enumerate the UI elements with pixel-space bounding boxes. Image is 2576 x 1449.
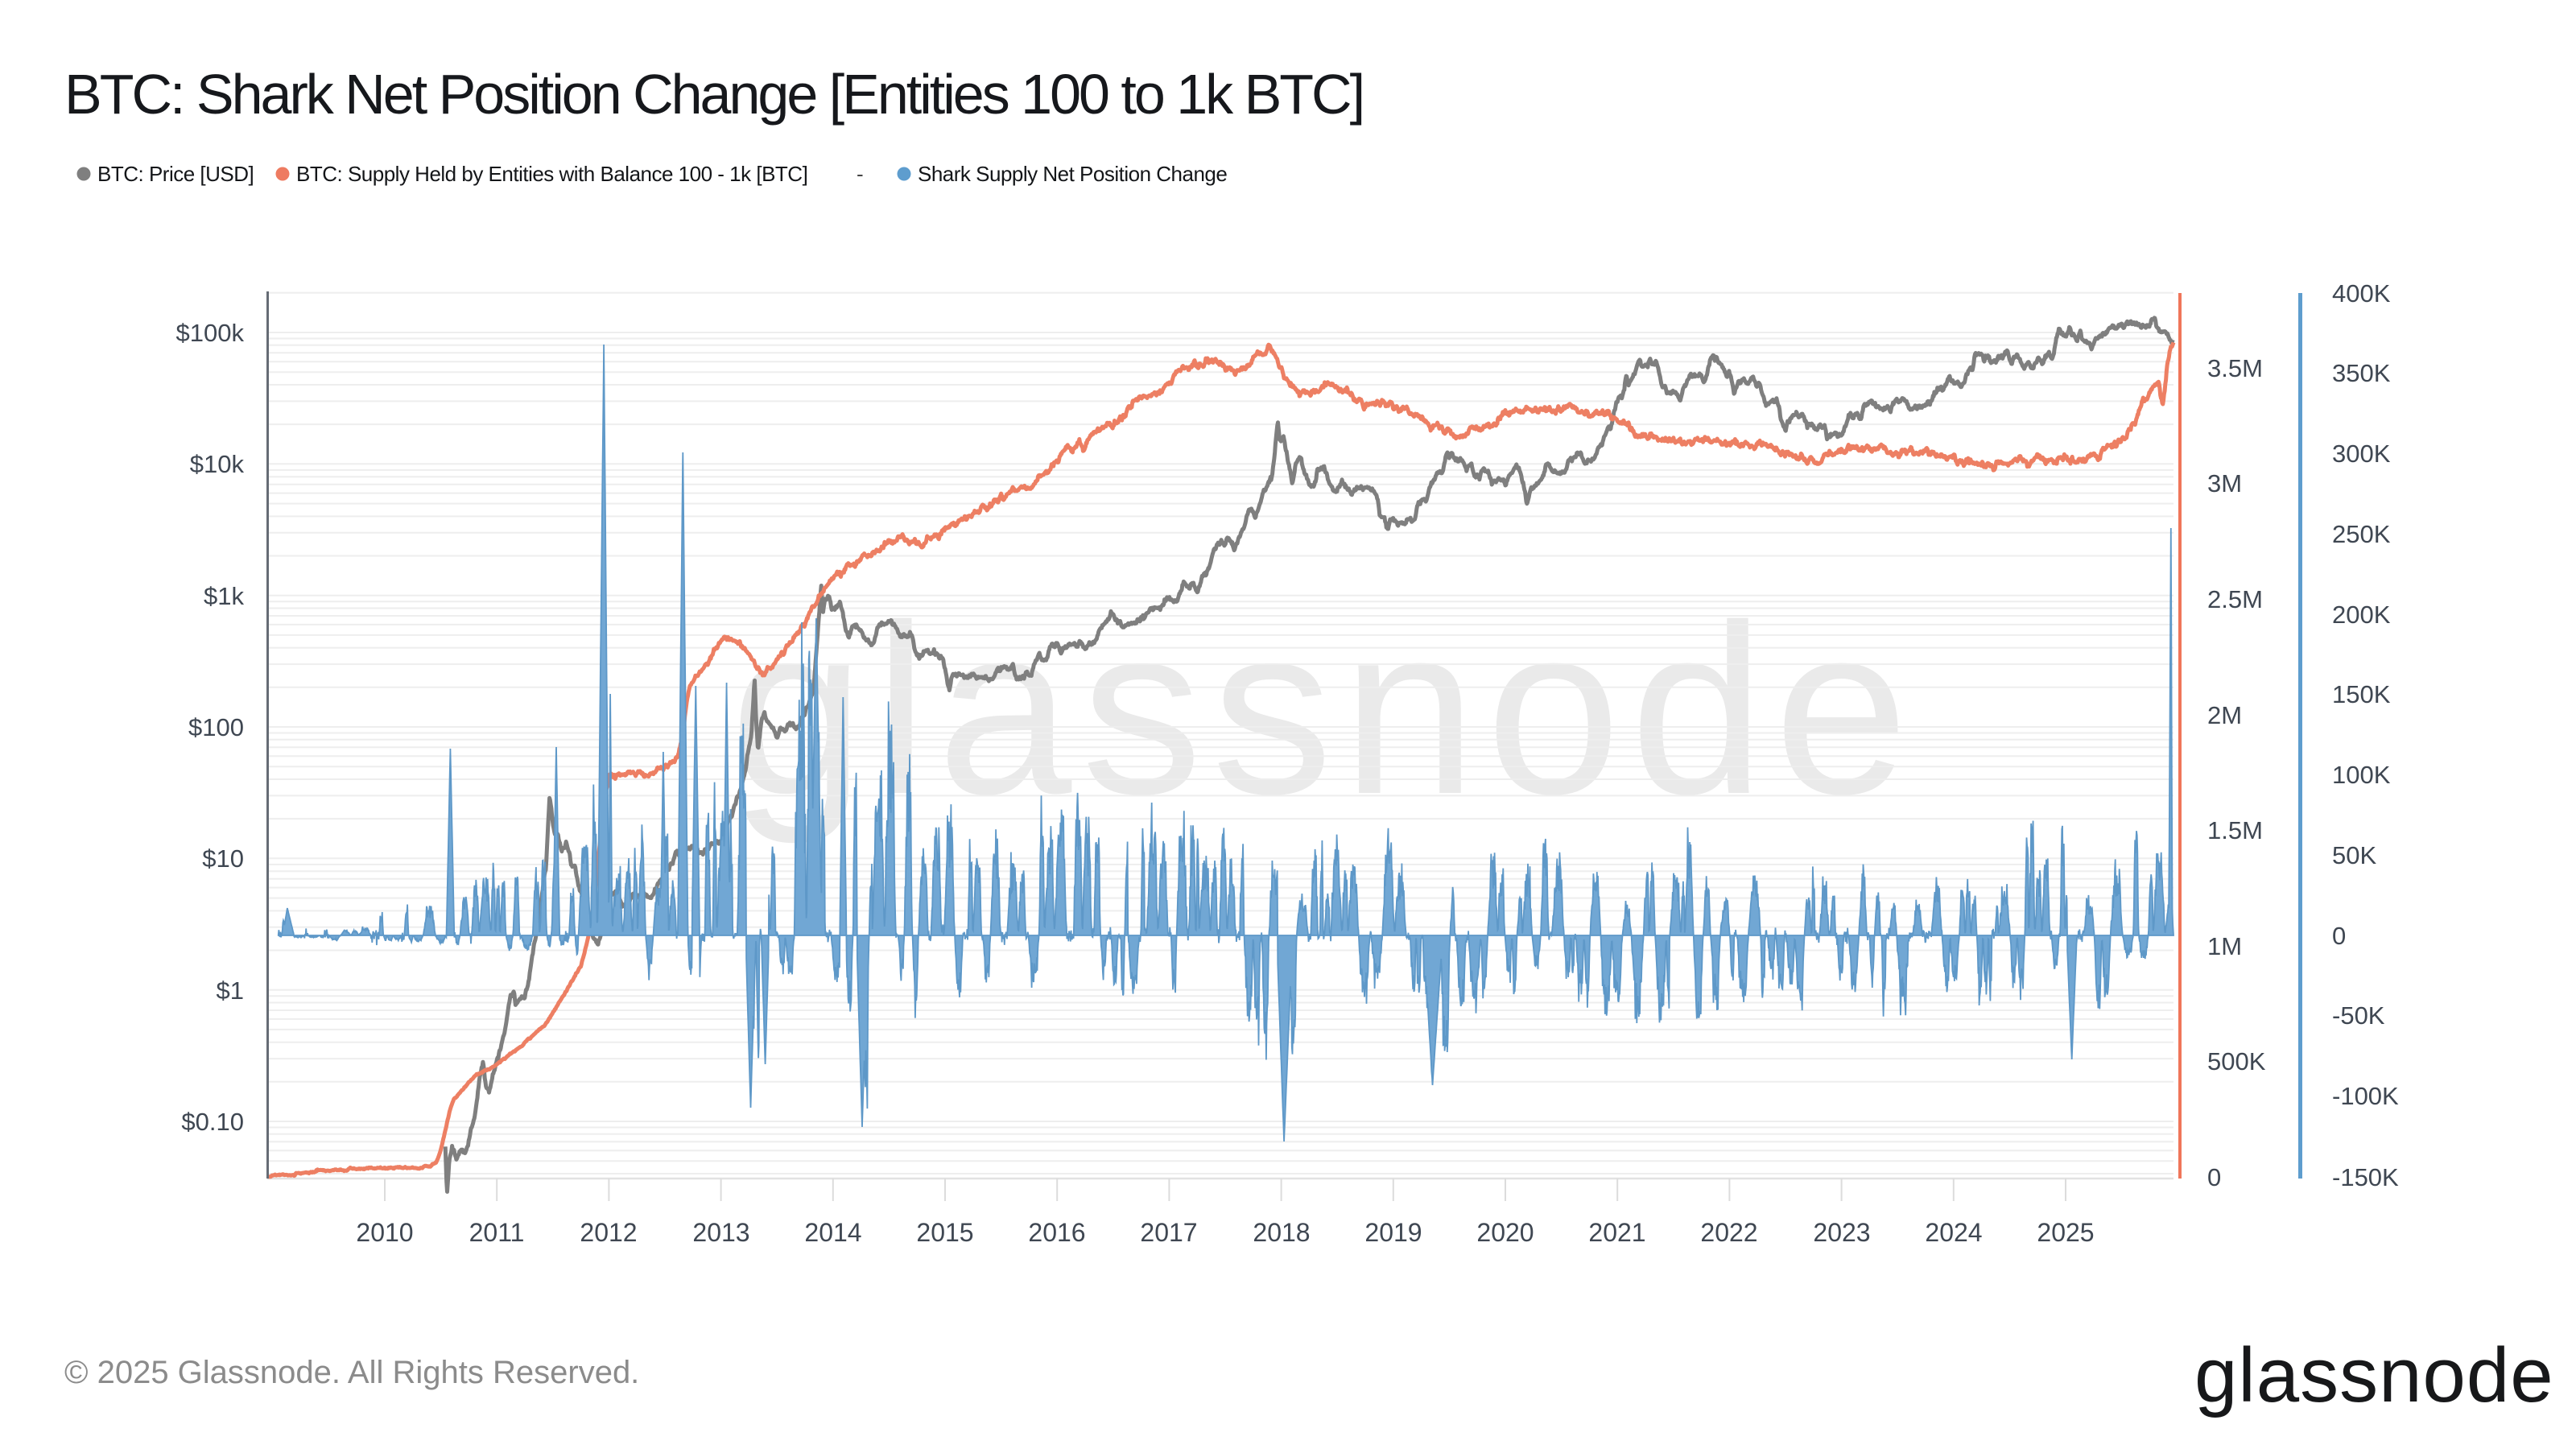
svg-text:$100k: $100k [176,319,245,347]
svg-text:400K: 400K [2332,279,2391,308]
svg-text:0: 0 [2332,922,2346,950]
svg-text:$1: $1 [217,976,244,1005]
svg-text:-: - [857,162,863,186]
svg-text:1M: 1M [2207,932,2242,960]
svg-text:$1k: $1k [204,582,244,610]
svg-text:BTC: Price [USD]: BTC: Price [USD] [97,162,254,186]
svg-text:100K: 100K [2332,761,2391,789]
svg-text:$10: $10 [202,844,244,873]
svg-text:300K: 300K [2332,440,2391,468]
svg-text:2.5M: 2.5M [2207,585,2263,613]
svg-text:2013: 2013 [692,1218,749,1247]
svg-text:-50K: -50K [2332,1001,2385,1030]
svg-text:$100: $100 [188,713,244,741]
svg-text:2021: 2021 [1588,1218,1645,1247]
svg-text:glassnode: glassnode [730,574,1918,846]
svg-text:3.5M: 3.5M [2207,354,2263,382]
svg-text:$10k: $10k [190,450,245,478]
svg-text:350K: 350K [2332,359,2391,387]
svg-text:500K: 500K [2207,1047,2266,1075]
svg-text:-150K: -150K [2332,1163,2399,1191]
svg-text:200K: 200K [2332,601,2391,629]
svg-text:150K: 150K [2332,680,2391,708]
svg-text:2012: 2012 [580,1218,637,1247]
svg-text:2025: 2025 [2037,1218,2094,1247]
svg-text:2M: 2M [2207,701,2242,729]
svg-text:2017: 2017 [1140,1218,1197,1247]
svg-text:2023: 2023 [1813,1218,1870,1247]
svg-text:$0.10: $0.10 [181,1108,244,1136]
svg-text:2022: 2022 [1700,1218,1757,1247]
svg-text:glassnode: glassnode [2194,1332,2554,1418]
svg-text:2020: 2020 [1476,1218,1534,1247]
svg-text:1.5M: 1.5M [2207,816,2263,844]
svg-text:2024: 2024 [1925,1218,1982,1247]
svg-text:BTC: Supply Held by Entities w: BTC: Supply Held by Entities with Balanc… [296,162,807,186]
svg-text:2010: 2010 [356,1218,413,1247]
svg-text:2011: 2011 [469,1218,525,1247]
svg-text:Shark Supply Net Position Chan: Shark Supply Net Position Change [918,162,1227,186]
svg-text:© 2025 Glassnode. All Rights R: © 2025 Glassnode. All Rights Reserved. [64,1355,639,1390]
svg-text:3M: 3M [2207,469,2242,497]
svg-text:2014: 2014 [804,1218,861,1247]
svg-text:2018: 2018 [1253,1218,1310,1247]
svg-text:250K: 250K [2332,520,2391,548]
svg-text:-100K: -100K [2332,1082,2399,1110]
svg-text:50K: 50K [2332,841,2376,869]
svg-text:BTC: Shark Net Position Change: BTC: Shark Net Position Change [Entities… [64,63,1363,126]
svg-text:2019: 2019 [1364,1218,1422,1247]
svg-text:0: 0 [2207,1163,2221,1191]
svg-text:2015: 2015 [916,1218,973,1247]
svg-text:2016: 2016 [1028,1218,1085,1247]
